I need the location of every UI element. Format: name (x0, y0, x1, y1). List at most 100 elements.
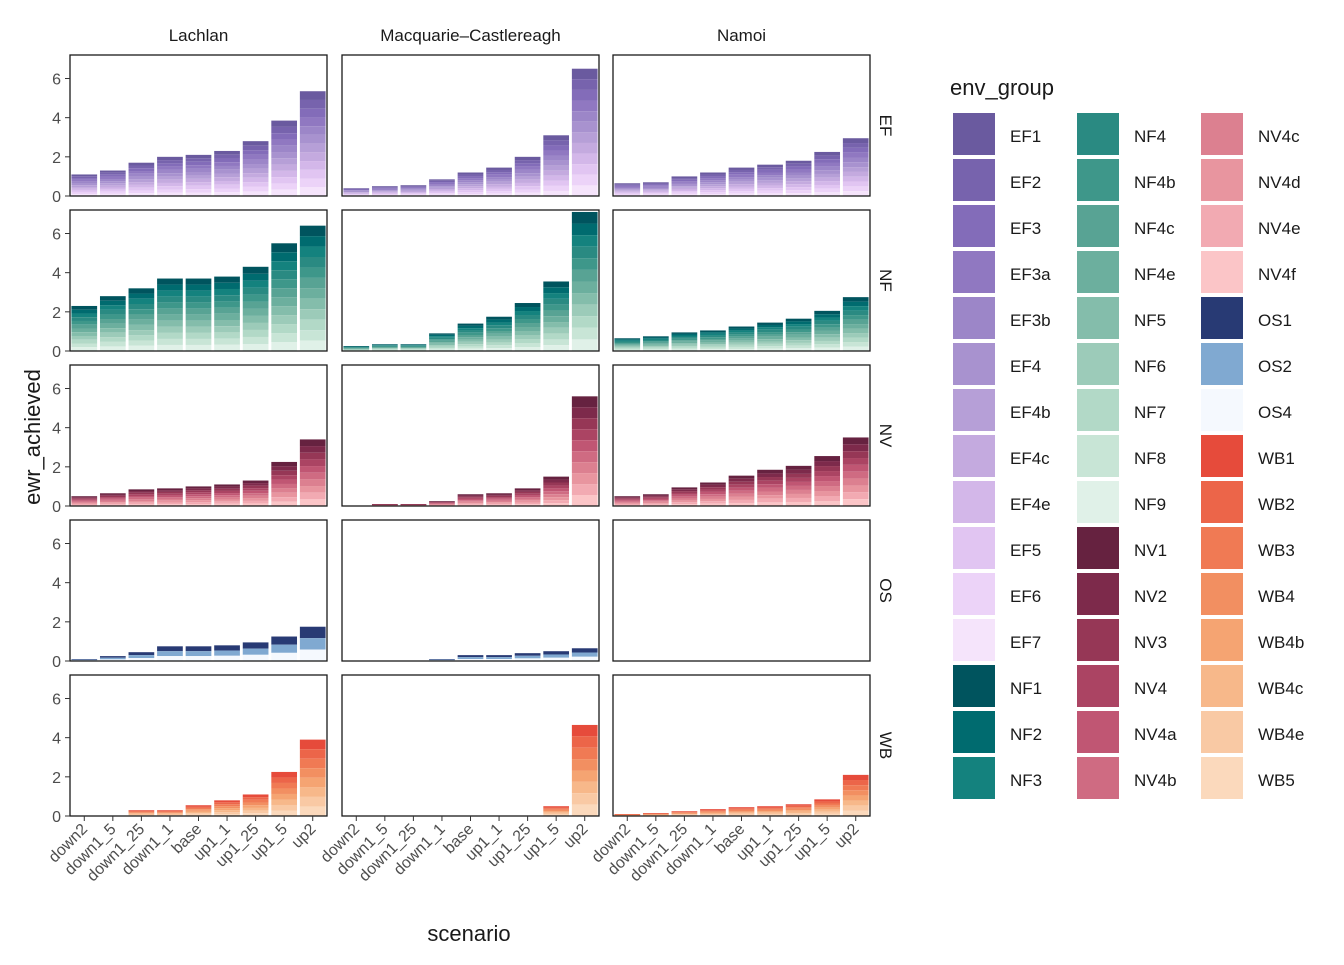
bar-namoi-nv-down1_1-nv4c (700, 496, 726, 499)
bar-namoi-nv-down1_25-nv1 (671, 487, 698, 490)
bar-macquarie-castlereagh-nf-down1_1-nf9 (429, 349, 455, 351)
bar-lachlan-os-up2-os4 (299, 649, 326, 661)
bar-macquarie-castlereagh-ef-down2-ef1 (343, 188, 370, 189)
bar-namoi-ef-up1_1-ef4e (757, 185, 783, 189)
bar-lachlan-ef-down1_5-ef4b (99, 183, 126, 186)
bar-namoi-nf-down1_25-nf5 (671, 343, 698, 345)
bar-lachlan-ef-down1_5-ef4c (99, 185, 126, 188)
bar-namoi-nf-down1_5-nf3 (642, 338, 669, 340)
bar-macquarie-castlereagh-nf-up2-nf9 (571, 339, 598, 351)
bar-lachlan-ef-up1_25-ef6 (242, 186, 269, 192)
bar-lachlan-wb-down1_1-wb2 (157, 810, 183, 812)
bar-lachlan-ef-up1_25-ef3a (242, 154, 269, 160)
bar-namoi-nv-down1_5-nv4b (642, 500, 669, 502)
bar-macquarie-castlereagh-nf-up1_1-nf5 (486, 336, 512, 340)
bar-lachlan-ef-up1_5-ef4e (271, 170, 298, 178)
bar-namoi-nf-up1_25-nf4b (785, 329, 812, 333)
legend-label-nf6: NF6 (1134, 357, 1166, 376)
bar-lachlan-ef-down1_25-ef4e (128, 184, 155, 188)
bar-namoi-ef-up1_25-ef3 (785, 166, 812, 170)
bar-lachlan-wb-up2-wb4c (299, 787, 326, 797)
bar-lachlan-nf-down1_25-nf4c (128, 314, 155, 320)
legend-label-nv4a: NV4a (1134, 725, 1177, 744)
bar-namoi-nf-up2-nf4b (842, 315, 869, 320)
bar-macquarie-castlereagh-nv-up1_1-nv4c (486, 500, 512, 503)
bar-lachlan-os-down2-os1 (71, 659, 98, 660)
bar-namoi-nv-up1_25-nv3 (785, 473, 812, 478)
bar-namoi-nv-up1_5-nv3 (814, 466, 841, 472)
bar-lachlan-wb-down1_1-wb1 (157, 810, 183, 811)
bar-lachlan-nf-down2-nf2 (71, 309, 98, 314)
bar-namoi-ef-up2-ef6 (842, 186, 869, 192)
bar-namoi-nf-down1_1-nf4e (700, 340, 726, 343)
bar-lachlan-nf-down1_25-nf6 (128, 330, 155, 336)
bar-lachlan-nf-down2-nf8 (71, 343, 98, 348)
bar-namoi-ef-up1_5-ef3b (814, 166, 841, 171)
legend-label-wb4: WB4 (1258, 587, 1295, 606)
bar-lachlan-wb-up2-wb4 (299, 768, 326, 778)
bar-lachlan-nv-down1_1-nv2 (157, 490, 183, 492)
bar-macquarie-castlereagh-os-up2-os4 (571, 656, 598, 661)
legend-label-ef2: EF2 (1010, 173, 1041, 192)
bar-lachlan-ef-down2-ef4e (71, 188, 98, 191)
bar-lachlan-wb-up1_5-wb4e (271, 804, 298, 811)
bar-namoi-ef-up1_5-ef4b (814, 173, 841, 178)
bar-namoi-ef-down2-ef4 (614, 188, 641, 190)
bar-lachlan-wb-up1_5-wb4 (271, 788, 298, 794)
bar-namoi-wb-down1_1-wb4 (700, 811, 726, 813)
legend-key-wb4e (1201, 711, 1243, 753)
bar-macquarie-castlereagh-nv-up1_1-nv3 (486, 495, 512, 498)
bar-lachlan-nf-up1_5-nf4c (271, 288, 298, 298)
bar-lachlan-nf-up1_5-nf4 (271, 270, 298, 280)
bar-namoi-nv-down1_25-nv4b (671, 496, 698, 499)
bar-macquarie-castlereagh-nv-base-nv2 (457, 495, 484, 497)
bar-macquarie-castlereagh-ef-base-ef3b (457, 180, 484, 183)
bar-lachlan-wb-up1_1-wb4 (214, 806, 240, 809)
bar-lachlan-ef-base-ef3 (185, 161, 212, 166)
legend-label-ef4: EF4 (1010, 357, 1041, 376)
facet-label-macquarie-castlereagh: Macquarie–Castlereagh (380, 26, 561, 45)
bar-lachlan-ef-up1_25-ef7 (242, 191, 269, 196)
bar-lachlan-wb-down1_1-wb4 (157, 812, 183, 814)
bar-macquarie-castlereagh-nv-up2-nv4d (571, 473, 598, 485)
bar-lachlan-wb-up1_1-wb3 (214, 804, 240, 807)
bar-lachlan-nv-down1_5-nv4a (99, 498, 126, 500)
bar-lachlan-ef-down1_5-ef4 (99, 181, 126, 184)
bar-lachlan-nf-down2-nf5 (71, 332, 98, 336)
bar-macquarie-castlereagh-ef-up1_1-ef4e (486, 186, 512, 189)
bar-macquarie-castlereagh-os-up1_1-os4 (486, 659, 512, 661)
bar-namoi-wb-down1_1-wb4b (700, 812, 726, 814)
bar-namoi-nf-down2-nf4b (614, 342, 641, 344)
bar-macquarie-castlereagh-nv-up1_25-nv1 (514, 488, 541, 491)
bar-namoi-nv-up1_25-nv4c (785, 489, 812, 494)
bar-lachlan-ef-up1_5-ef4b (271, 158, 298, 165)
bar-macquarie-castlereagh-nf-up1_1-nf8 (486, 345, 512, 349)
bar-namoi-nf-down1_1-nf2 (700, 332, 726, 334)
bar-macquarie-castlereagh-wb-up2-wb2 (571, 736, 598, 748)
bar-macquarie-castlereagh-ef-up2-ef5 (571, 164, 598, 175)
bar-namoi-nv-up1_25-nv1 (785, 465, 812, 470)
bar-lachlan-nv-down2-nv4c (71, 502, 98, 504)
legend-key-nf2 (953, 711, 995, 753)
bar-lachlan-nv-down1_5-nv1 (99, 493, 126, 495)
legend-label-nv4: NV4 (1134, 679, 1167, 698)
bar-lachlan-nf-up1_25-nf4 (242, 287, 269, 295)
bar-macquarie-castlereagh-ef-down1_1-ef4b (429, 187, 455, 190)
facet-label-nv: NV (876, 424, 895, 448)
bar-lachlan-nv-base-nv4b (185, 496, 212, 499)
bar-macquarie-castlereagh-nv-up1_1-nv4 (486, 497, 512, 499)
bar-namoi-wb-up1_1-wb4b (757, 811, 783, 813)
bar-lachlan-ef-up1_25-ef1 (242, 141, 269, 146)
bar-macquarie-castlereagh-ef-down2-ef3b (343, 190, 370, 192)
bar-namoi-ef-up1_25-ef7 (785, 193, 812, 196)
bar-macquarie-castlereagh-nv-base-nv3 (457, 496, 484, 498)
bar-namoi-nf-up1_1-nf5 (757, 339, 783, 342)
bar-macquarie-castlereagh-nv-up1_25-nv4a (514, 495, 541, 498)
bar-namoi-nv-up2-nv4e (842, 492, 869, 500)
bar-lachlan-nv-up1_25-nv4f (242, 503, 269, 506)
bar-namoi-wb-up1_1-wb1 (757, 806, 783, 808)
legend-key-ef6 (953, 573, 995, 615)
bar-namoi-nf-down1_5-nf4c (642, 342, 669, 344)
bar-lachlan-nf-down1_1-nf8 (157, 338, 183, 345)
bar-macquarie-castlereagh-ef-base-ef4e (457, 188, 484, 191)
